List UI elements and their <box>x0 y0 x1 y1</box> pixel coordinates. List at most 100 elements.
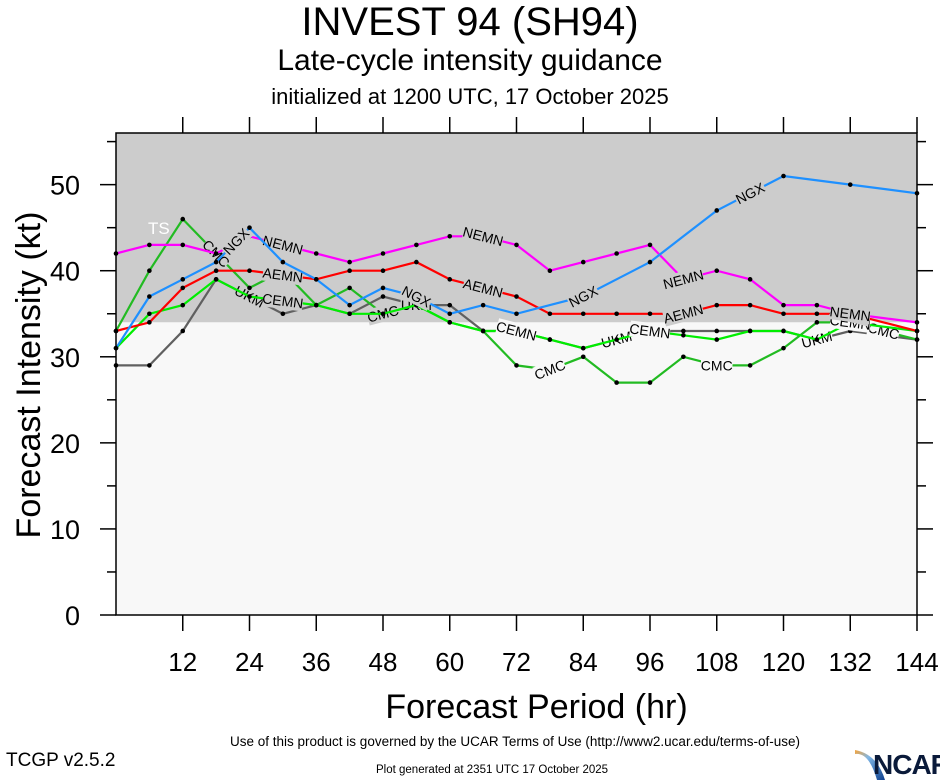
x-tick-label: 12 <box>168 647 197 677</box>
data-point <box>514 242 519 248</box>
data-point <box>414 259 419 265</box>
chart-subtitle: Late-cycle intensity guidance <box>277 44 663 77</box>
data-point <box>247 285 252 291</box>
data-point <box>781 311 786 317</box>
data-point <box>147 242 152 248</box>
series-label: CMC <box>701 357 733 373</box>
data-point <box>747 302 753 308</box>
data-point <box>580 259 586 265</box>
data-point <box>747 363 753 368</box>
data-point <box>514 311 519 317</box>
data-point <box>781 345 786 351</box>
data-point <box>180 277 186 282</box>
series-label-gap <box>532 356 568 383</box>
x-tick-label: 120 <box>762 647 805 677</box>
data-point <box>647 259 653 265</box>
data-point <box>580 345 586 351</box>
data-point <box>147 363 152 368</box>
data-point <box>380 268 386 274</box>
x-tick-label: 72 <box>502 647 531 677</box>
series-label-gap <box>662 300 705 327</box>
data-point <box>580 354 586 360</box>
data-point <box>213 268 219 274</box>
series-label: NEMN <box>829 303 872 324</box>
x-tick-label: 36 <box>302 647 331 677</box>
data-point <box>147 320 152 325</box>
data-point <box>380 251 386 256</box>
data-point <box>547 337 553 342</box>
data-point <box>681 328 686 334</box>
data-point <box>747 328 753 334</box>
data-point <box>313 251 319 256</box>
data-point <box>714 337 720 342</box>
series-label-gap <box>219 224 253 259</box>
data-point <box>480 302 486 308</box>
series-label-gap <box>495 318 538 344</box>
data-point <box>547 268 553 274</box>
series-label: AEMN <box>262 265 304 286</box>
data-point <box>347 311 352 317</box>
below-ts-region <box>116 322 917 615</box>
data-point <box>347 259 352 265</box>
x-axis-label: Forecast Period (hr) <box>385 688 687 726</box>
data-point <box>781 328 786 334</box>
data-point <box>681 332 686 338</box>
data-point <box>614 337 619 342</box>
series-label-gap <box>398 282 435 311</box>
data-point <box>814 337 820 342</box>
y-axis-label: Forecast Intensity (kt) <box>10 212 48 539</box>
y-tick-label: 40 <box>50 257 80 287</box>
data-point <box>280 311 286 317</box>
data-point <box>814 311 820 317</box>
data-point <box>414 242 419 248</box>
data-point <box>147 294 152 299</box>
series-label-gap <box>461 223 505 250</box>
data-point <box>147 311 152 317</box>
ncar-logo-swoosh-icon <box>855 750 885 780</box>
x-tick-label: 96 <box>636 647 665 677</box>
data-point <box>647 311 653 317</box>
data-point <box>147 268 152 274</box>
data-point <box>313 302 319 308</box>
data-point <box>814 302 820 308</box>
series-label-gap <box>662 266 705 293</box>
series-label: CEMN <box>629 320 672 341</box>
data-point <box>681 354 686 360</box>
ncar-logo-text: NCAR <box>873 749 940 780</box>
series-label-gap <box>262 290 304 312</box>
data-point <box>247 294 252 299</box>
data-point <box>447 233 453 239</box>
series-layer: UKMUKMUKMUKMCMCCMCCMCCMCCMCCEMNCEMNCEMNC… <box>113 173 920 385</box>
data-point <box>247 225 252 230</box>
data-point <box>180 285 186 291</box>
series-label-gap <box>732 178 768 208</box>
data-point <box>247 268 252 274</box>
data-point <box>180 302 186 308</box>
data-point <box>447 320 453 325</box>
ts-threshold-label: TS <box>148 219 170 238</box>
series-label-gap <box>565 282 601 311</box>
series-label-gap <box>461 275 505 301</box>
data-point <box>714 268 720 274</box>
series-label-gap <box>261 232 305 258</box>
data-point <box>213 251 219 256</box>
data-point <box>514 363 519 368</box>
data-point <box>580 311 586 317</box>
data-point <box>714 208 720 213</box>
data-point <box>647 380 653 385</box>
x-tick-label: 132 <box>829 647 872 677</box>
y-tick-label: 50 <box>50 171 80 201</box>
y-tick-label: 20 <box>50 429 80 459</box>
y-tick-label: 10 <box>50 515 80 545</box>
data-point <box>714 328 720 334</box>
y-tick-label: 30 <box>50 343 80 373</box>
data-point <box>714 302 720 308</box>
data-point <box>781 173 786 179</box>
chart-title: INVEST 94 (SH94) <box>301 0 639 44</box>
data-point <box>547 311 553 317</box>
data-point <box>347 285 352 291</box>
data-point <box>380 294 386 299</box>
data-point <box>380 311 386 317</box>
data-point <box>180 216 186 222</box>
